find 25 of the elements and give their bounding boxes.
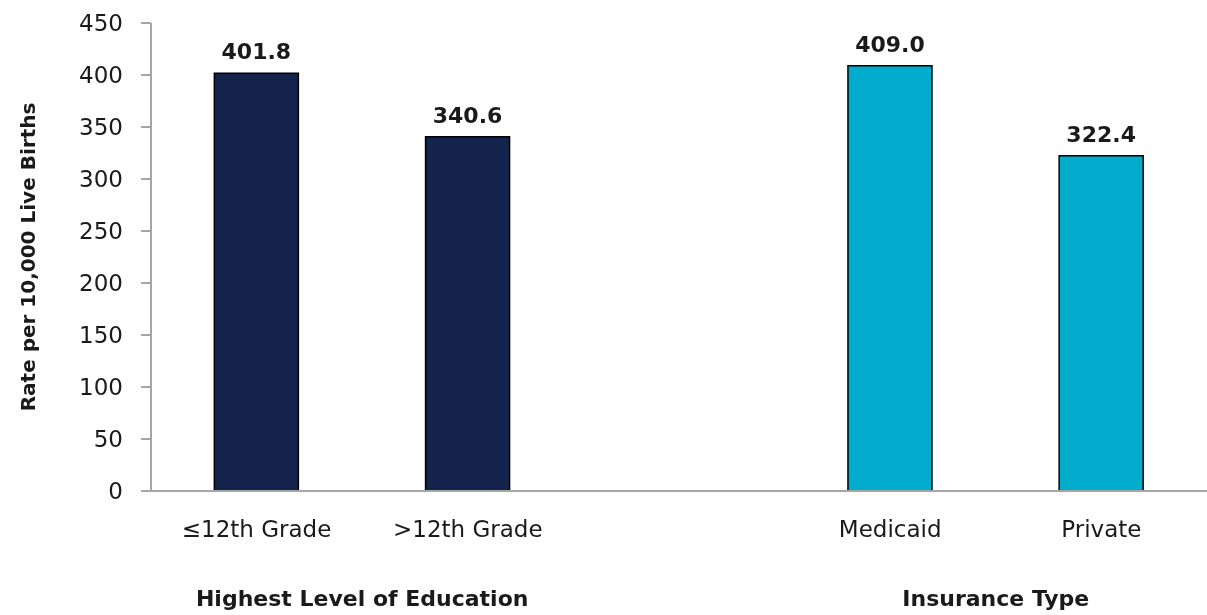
bar xyxy=(1058,154,1144,491)
bar xyxy=(213,72,300,491)
x-tick-label: ≤12th Grade xyxy=(181,516,332,543)
x-tick-label: >12th Grade xyxy=(393,516,543,543)
text: Insurance Type xyxy=(902,586,1090,612)
y-tick-label: 100 xyxy=(79,374,123,401)
y-tick-label: 0 xyxy=(108,478,123,505)
y-tick-label: 300 xyxy=(79,166,123,193)
y-axis-title: Rate per 10,000 Live Births xyxy=(16,102,40,412)
bar xyxy=(847,64,933,491)
data-label: 409.0 xyxy=(855,31,925,57)
y-tick-label: 200 xyxy=(79,270,123,297)
y-tick-label: 250 xyxy=(79,218,123,245)
data-label: 340.6 xyxy=(432,102,503,128)
y-tick-label: 400 xyxy=(79,62,123,89)
y-tick-label: 450 xyxy=(79,10,123,37)
y-tick-label: 50 xyxy=(93,426,123,453)
y-tick-label: 150 xyxy=(79,322,123,349)
x-tick-label: Private xyxy=(1061,516,1142,543)
data-label: 322.4 xyxy=(1066,121,1136,147)
data-label: 401.8 xyxy=(221,39,292,65)
text: Highest Level of Education xyxy=(195,586,529,612)
y-tick-label: 350 xyxy=(79,114,123,141)
x-tick-label: Medicaid xyxy=(838,516,942,543)
bar xyxy=(424,136,511,491)
